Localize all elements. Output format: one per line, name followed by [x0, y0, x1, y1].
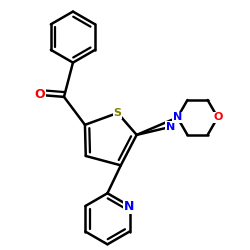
- Text: O: O: [34, 88, 45, 102]
- Text: S: S: [114, 108, 122, 118]
- Text: O: O: [213, 112, 222, 122]
- Text: N: N: [173, 112, 182, 122]
- Text: N: N: [124, 200, 135, 212]
- Text: N: N: [166, 122, 175, 132]
